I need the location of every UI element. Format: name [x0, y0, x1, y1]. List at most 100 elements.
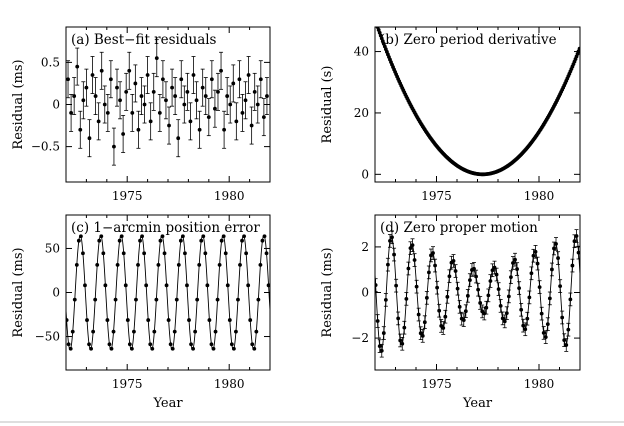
- data-point: [112, 144, 116, 149]
- data-point: [84, 85, 89, 90]
- data-point: [566, 327, 571, 332]
- data-point: [185, 283, 189, 288]
- data-point: [570, 263, 575, 268]
- data-point: [249, 123, 254, 128]
- y-tick-label: 2: [361, 240, 369, 254]
- data-point: [535, 261, 540, 266]
- data-point: [81, 98, 86, 103]
- data-point: [166, 318, 171, 322]
- data-point: [375, 22, 379, 26]
- data-point: [205, 283, 210, 288]
- data-point: [248, 318, 253, 322]
- data-point: [377, 344, 382, 349]
- data-point: [254, 329, 259, 334]
- data-point: [109, 346, 114, 351]
- data-point: [468, 278, 472, 283]
- data-point: [146, 318, 151, 322]
- data-point: [435, 285, 440, 290]
- data-point: [89, 346, 93, 351]
- data-point: [258, 263, 263, 267]
- data-point: [119, 234, 124, 239]
- data-point: [139, 94, 144, 98]
- data-point: [91, 329, 96, 334]
- data-point: [463, 309, 468, 314]
- data-point: [219, 68, 223, 73]
- data-point: [261, 115, 266, 120]
- data-point: [138, 238, 142, 243]
- data-point: [108, 77, 113, 82]
- data-point: [124, 89, 129, 94]
- data-point: [392, 252, 396, 257]
- data-point: [486, 293, 491, 298]
- data-point: [172, 329, 177, 334]
- data-point: [234, 119, 239, 124]
- data-point: [197, 263, 202, 267]
- data-point: [461, 318, 466, 323]
- data-point: [531, 253, 536, 258]
- data-point: [161, 77, 165, 82]
- data-point: [72, 297, 77, 302]
- data-point: [194, 98, 199, 103]
- data-point: [180, 234, 185, 239]
- data-point: [231, 346, 236, 351]
- data-point: [93, 94, 98, 98]
- data-point: [221, 234, 226, 239]
- data-point: [97, 238, 102, 243]
- data-point: [66, 318, 69, 322]
- data-point: [560, 315, 565, 320]
- y-tick-label: 40: [354, 45, 369, 59]
- x-tick-label: 1980: [214, 377, 245, 391]
- data-point: [420, 333, 425, 338]
- data-point: [502, 319, 507, 324]
- data-point: [189, 342, 193, 347]
- data-point: [238, 263, 242, 267]
- data-point: [75, 64, 80, 69]
- data-point: [412, 258, 417, 262]
- data-point: [228, 102, 233, 107]
- data-point: [252, 346, 257, 351]
- data-point: [234, 329, 238, 334]
- data-point: [506, 294, 511, 299]
- data-point: [203, 94, 208, 98]
- data-point: [203, 251, 208, 256]
- data-point: [543, 335, 548, 340]
- data-point: [121, 132, 126, 136]
- x-tick-label: 1980: [214, 189, 245, 203]
- data-point: [102, 102, 107, 107]
- y-tick-label: −50: [35, 330, 60, 344]
- data-point: [568, 297, 573, 302]
- data-point: [246, 283, 251, 288]
- data-point: [260, 238, 265, 243]
- data-point: [410, 243, 415, 248]
- data-point: [375, 283, 378, 287]
- data-point: [168, 342, 173, 347]
- y-tick-label: 20: [354, 106, 369, 120]
- data-point: [451, 259, 456, 263]
- data-point: [148, 342, 153, 347]
- data-point: [509, 275, 513, 280]
- data-point: [197, 127, 202, 132]
- x-tick-label: 1980: [524, 189, 555, 203]
- data-point: [132, 329, 136, 334]
- data-point: [99, 68, 104, 73]
- data-point: [517, 286, 522, 291]
- data-point: [558, 284, 563, 288]
- data-point: [374, 19, 378, 23]
- panel-title: (b) Zero period derivative: [380, 32, 557, 48]
- data-point: [195, 297, 200, 302]
- y-tick-label: −2: [351, 331, 369, 345]
- data-point: [191, 73, 196, 77]
- data-point: [386, 262, 390, 267]
- data-point: [529, 271, 534, 276]
- y-tick-label: 0.5: [41, 55, 60, 69]
- data-point: [156, 263, 161, 267]
- data-point: [70, 329, 75, 334]
- data-point: [176, 263, 181, 267]
- data-point: [127, 68, 132, 73]
- data-point: [476, 287, 481, 292]
- data-point: [167, 123, 171, 128]
- data-point: [513, 257, 517, 262]
- x-tick-label: 1975: [112, 377, 143, 391]
- data-point: [494, 272, 499, 277]
- x-axis-label: Year: [462, 396, 493, 411]
